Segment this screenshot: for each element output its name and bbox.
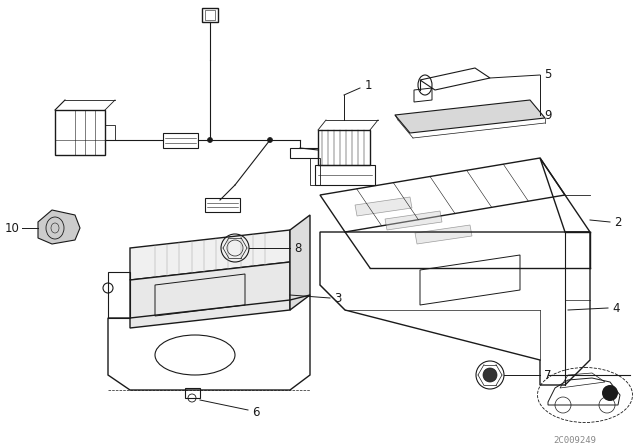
Polygon shape bbox=[385, 211, 442, 230]
Polygon shape bbox=[355, 197, 412, 216]
Text: 9: 9 bbox=[544, 108, 552, 121]
Polygon shape bbox=[130, 230, 290, 280]
Text: 10: 10 bbox=[4, 221, 19, 234]
Circle shape bbox=[207, 138, 212, 142]
Text: 2C009249: 2C009249 bbox=[554, 435, 596, 444]
Polygon shape bbox=[130, 262, 290, 328]
Polygon shape bbox=[38, 210, 80, 244]
Circle shape bbox=[602, 385, 618, 401]
Text: 3: 3 bbox=[334, 292, 342, 305]
Text: 8: 8 bbox=[294, 241, 301, 254]
Text: 5: 5 bbox=[544, 68, 552, 81]
Text: 1: 1 bbox=[364, 78, 372, 91]
Polygon shape bbox=[395, 100, 545, 133]
Polygon shape bbox=[290, 215, 310, 310]
Circle shape bbox=[268, 138, 273, 142]
Circle shape bbox=[483, 368, 497, 382]
Text: 2: 2 bbox=[614, 215, 621, 228]
Text: 7: 7 bbox=[544, 369, 552, 382]
Polygon shape bbox=[415, 225, 472, 244]
Text: 4: 4 bbox=[612, 302, 620, 314]
Text: 6: 6 bbox=[252, 405, 260, 418]
